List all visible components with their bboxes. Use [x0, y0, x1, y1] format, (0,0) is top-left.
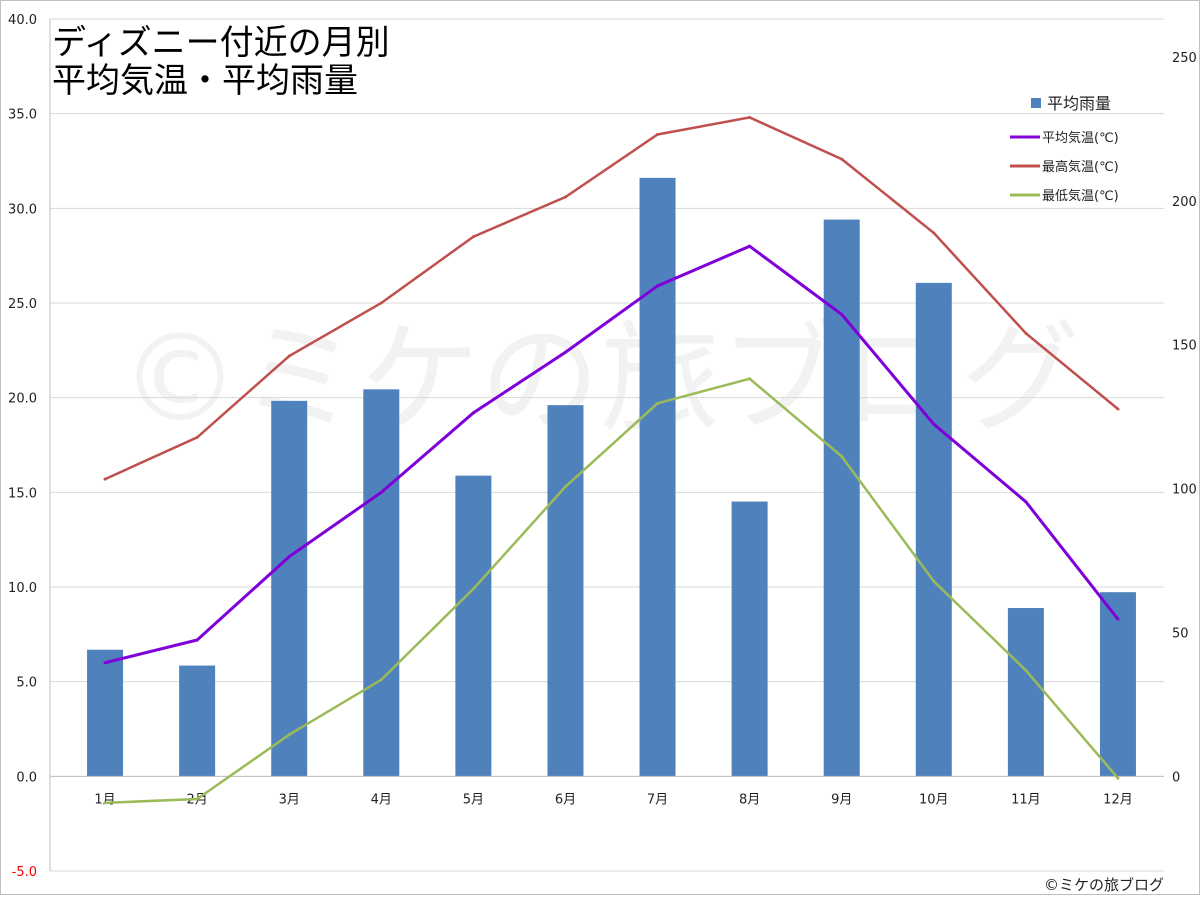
title-line-1: ディズニー付近の月別 [52, 23, 390, 63]
point-series-2 [563, 485, 567, 489]
line-series-2 [104, 377, 1119, 805]
point-series-0 [103, 661, 107, 665]
credit-text: ©ミケの旅ブログ [1043, 876, 1164, 894]
x-axis-tick: 9月 [831, 792, 852, 807]
x-axis-tick: 11月 [1011, 792, 1041, 807]
point-series-1 [103, 477, 107, 481]
point-series-1 [1116, 407, 1120, 411]
left-axis-tick: 25.0 [8, 297, 37, 312]
point-series-2 [1116, 776, 1120, 780]
legend-label-series: 最低気温(℃) [1042, 188, 1119, 204]
x-axis-tick: 5月 [463, 792, 484, 807]
point-series-1 [840, 157, 844, 161]
left-axis-tick: 15.0 [8, 486, 37, 501]
bar-1月 [87, 649, 124, 777]
legend-swatch-bars [1031, 98, 1041, 108]
left-axis-tick: 5.0 [16, 676, 37, 691]
point-series-0 [932, 422, 936, 426]
point-series-0 [563, 350, 567, 354]
bar-4月 [363, 389, 400, 777]
point-series-2 [840, 454, 844, 458]
bar-7月 [639, 177, 676, 777]
point-series-1 [748, 115, 752, 119]
point-series-2 [103, 801, 107, 805]
point-series-0 [471, 411, 475, 415]
line-series-1 [104, 116, 1119, 481]
x-axis-tick: 8月 [739, 792, 760, 807]
bar-9月 [823, 219, 860, 777]
point-series-1 [1024, 331, 1028, 335]
x-axis-tick: 3月 [279, 792, 300, 807]
bar-5月 [455, 475, 492, 777]
point-series-0 [287, 555, 291, 559]
point-series-2 [748, 377, 752, 381]
x-axis-tick: 4月 [371, 792, 392, 807]
point-series-0 [656, 284, 660, 288]
point-series-1 [379, 301, 383, 305]
point-series-1 [932, 231, 936, 235]
right-axis-tick: 100 [1172, 483, 1197, 498]
point-series-1 [195, 435, 199, 439]
title-line-2: 平均気温・平均雨量 [52, 61, 358, 101]
point-series-0 [840, 312, 844, 316]
left-axis-tick: 40.0 [8, 13, 37, 28]
point-series-0 [748, 244, 752, 248]
legend-label-bars: 平均雨量 [1047, 94, 1111, 113]
left-axis-tick: -5.0 [12, 865, 37, 880]
point-series-2 [1024, 668, 1028, 672]
point-series-2 [287, 733, 291, 737]
point-series-2 [195, 797, 199, 801]
right-axis-tick: 200 [1172, 195, 1197, 210]
left-axis-tick: 0.0 [16, 770, 37, 785]
point-series-0 [1024, 500, 1028, 504]
bar-11月 [1007, 608, 1044, 777]
point-series-2 [656, 401, 660, 405]
point-series-0 [379, 490, 383, 494]
point-series-2 [471, 587, 475, 591]
left-axis-tick: 30.0 [8, 202, 37, 217]
bar-3月 [271, 400, 308, 777]
right-axis-tick: 250 [1172, 51, 1197, 66]
legend-label-series: 平均気温(℃) [1042, 130, 1119, 146]
right-axis-tick: 0 [1172, 770, 1180, 785]
bar-8月 [731, 501, 768, 777]
point-series-2 [379, 678, 383, 682]
point-series-1 [287, 354, 291, 358]
left-axis-tick: 10.0 [8, 581, 37, 596]
bar-12月 [1099, 592, 1136, 777]
bar-6月 [547, 405, 584, 777]
x-axis-tick: 1月 [94, 792, 115, 807]
x-axis-tick: 10月 [919, 792, 949, 807]
right-axis-tick: 50 [1172, 626, 1189, 641]
x-axis-tick: 7月 [647, 792, 668, 807]
bar-10月 [915, 282, 952, 777]
point-series-0 [1116, 617, 1120, 621]
point-series-0 [195, 638, 199, 642]
chart-title: ディズニー付近の月別 平均気温・平均雨量 [52, 24, 390, 100]
right-axis-tick: 150 [1172, 339, 1197, 354]
bar-2月 [179, 665, 216, 777]
x-axis-tick: 12月 [1103, 792, 1133, 807]
point-series-1 [471, 235, 475, 239]
x-axis-tick: 6月 [555, 792, 576, 807]
point-series-2 [932, 579, 936, 583]
left-axis-tick: 20.0 [8, 392, 37, 407]
line-series-0 [104, 244, 1120, 665]
point-series-1 [563, 195, 567, 199]
legend-label-series: 最高気温(℃) [1042, 159, 1119, 175]
point-series-1 [656, 132, 660, 136]
left-axis-tick: 35.0 [8, 108, 37, 123]
